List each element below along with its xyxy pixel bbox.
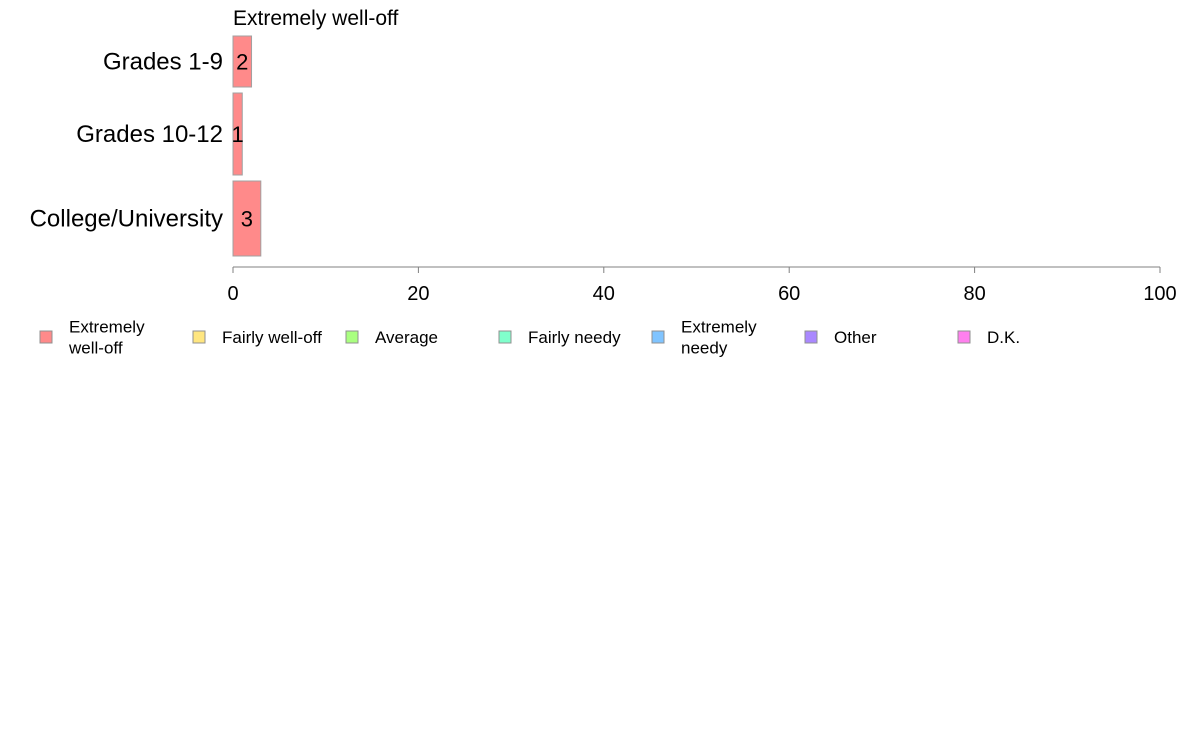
category-labels: Grades 1-9 Grades 10-12 College/University	[30, 49, 223, 233]
legend-item: Extremely well-off	[39, 318, 145, 358]
legend-label: Other	[834, 328, 877, 347]
legend-item: Average	[345, 328, 438, 347]
legend-swatch	[39, 330, 53, 344]
x-axis: 0 20 40 60 80 100	[227, 266, 1177, 305]
x-tick-label: 60	[778, 283, 800, 305]
legend-label: Extremely	[681, 318, 757, 337]
category-label: Grades 1-9	[103, 49, 223, 76]
x-tick-label: 20	[407, 283, 429, 305]
legend-swatch	[192, 330, 206, 344]
legend-label: needy	[681, 339, 728, 358]
legend-label: Fairly well-off	[222, 328, 322, 347]
bar-grades-10-12	[232, 92, 243, 176]
legend-item: Fairly needy	[498, 328, 621, 347]
bars-layer: Extremely well-off 2 1 3	[232, 7, 398, 257]
legend: Extremely well-off Fairly well-off Average F…	[39, 318, 1020, 358]
series-title: Extremely well-off	[233, 7, 398, 30]
legend-swatch	[957, 330, 971, 344]
legend-swatch	[804, 330, 818, 344]
x-tick-label: 100	[1143, 283, 1176, 305]
x-tick-label: 40	[593, 283, 615, 305]
legend-swatch	[498, 330, 512, 344]
legend-item: Extremely needy	[651, 318, 757, 358]
legend-label: Fairly needy	[528, 328, 621, 347]
category-label: College/University	[30, 206, 223, 233]
legend-item: D.K.	[957, 328, 1020, 347]
bar-college-university	[232, 180, 262, 257]
bar-value-label: 2	[236, 50, 248, 75]
bar-value-label: 1	[232, 122, 244, 147]
x-tick-label: 80	[963, 283, 985, 305]
x-tick-label: 0	[227, 283, 238, 305]
legend-label: well-off	[68, 339, 123, 358]
legend-label: Average	[375, 328, 438, 347]
legend-item: Other	[804, 328, 877, 347]
legend-label: D.K.	[987, 328, 1020, 347]
bar-grades-1-9	[232, 35, 253, 88]
legend-swatch	[651, 330, 665, 344]
legend-swatch	[345, 330, 359, 344]
legend-item: Fairly well-off	[192, 328, 322, 347]
legend-label: Extremely	[69, 318, 145, 337]
bar-value-label: 3	[241, 207, 253, 232]
category-label: Grades 10-12	[76, 121, 223, 148]
